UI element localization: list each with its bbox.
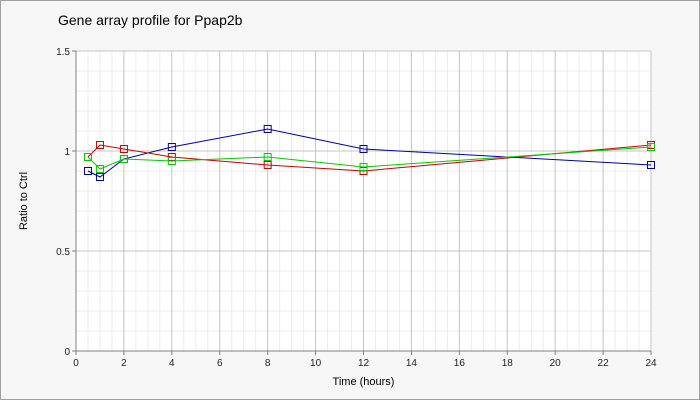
data-point-marker (95, 165, 104, 173)
data-point-marker (263, 161, 272, 169)
x-tick-label: 2 (121, 358, 127, 369)
x-tick-label: 20 (550, 358, 562, 369)
x-tick-label: 8 (265, 358, 271, 369)
data-point-marker (263, 153, 272, 161)
data-point-marker (647, 161, 655, 169)
data-point-marker (119, 155, 128, 163)
x-tick-label: 6 (217, 358, 223, 369)
series-line (87, 128, 652, 178)
x-tick-label: 10 (310, 358, 322, 369)
data-point-marker (167, 157, 176, 165)
x-tick-label: 14 (406, 358, 418, 369)
x-tick-label: 12 (358, 358, 370, 369)
y-tick-label: 1.5 (56, 47, 70, 58)
grid-lines (75, 50, 652, 352)
data-point-marker (359, 145, 368, 153)
x-axis-title: Time (hours) (333, 376, 395, 388)
series-line (87, 146, 652, 170)
y-axis-title: Ratio to Ctrl (18, 172, 30, 230)
data-point-marker (119, 145, 128, 153)
x-tick-label: 18 (502, 358, 514, 369)
data-point-marker (95, 173, 104, 181)
chart-title: Gene array profile for Ppap2b (58, 12, 243, 28)
x-tick-label: 0 (73, 358, 79, 369)
data-point-marker (167, 143, 176, 151)
data-point-marker (359, 163, 368, 171)
series-3 (83, 143, 655, 173)
y-tick-label: 1 (64, 147, 70, 158)
data-point-marker (83, 153, 92, 161)
axes (72, 50, 652, 355)
x-tick-label: 22 (598, 358, 610, 369)
series-group (83, 125, 655, 181)
x-tick-label: 4 (169, 358, 175, 369)
y-tick-label: 0 (64, 347, 70, 358)
data-point-marker (83, 167, 92, 175)
data-point-marker (263, 125, 272, 133)
x-tick-label: 24 (645, 358, 657, 369)
y-tick-label: 0.5 (56, 247, 70, 258)
data-point-marker (647, 143, 655, 151)
data-point-marker (95, 141, 104, 149)
x-tick-label: 16 (454, 358, 466, 369)
